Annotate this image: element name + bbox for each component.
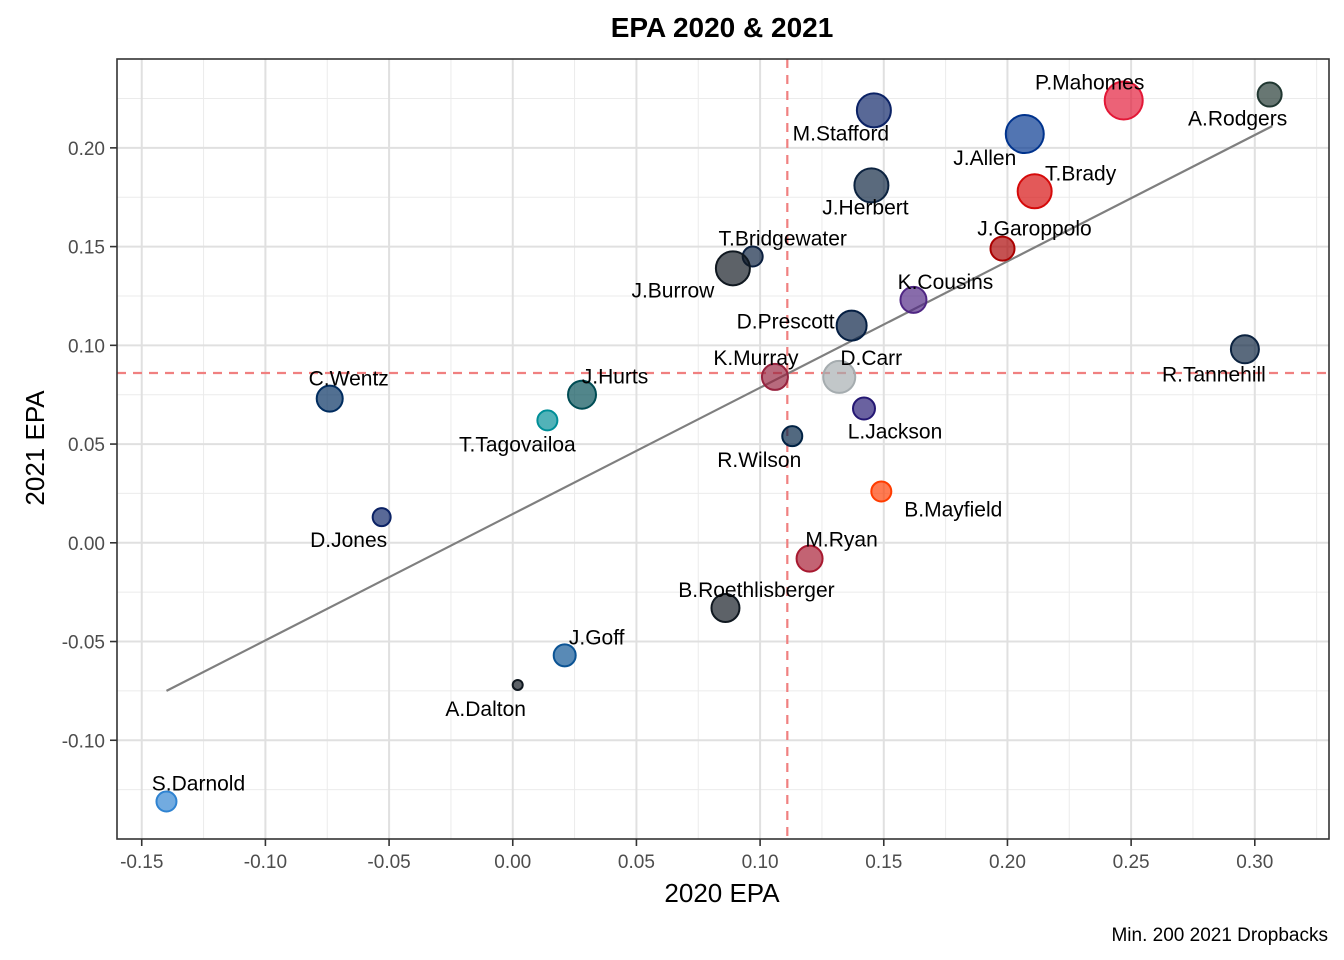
chart-title: EPA 2020 & 2021 (611, 12, 834, 43)
point-l-jackson (851, 396, 876, 421)
y-tick-label: 0.15 (68, 238, 105, 259)
x-axis-title: 2020 EPA (664, 878, 780, 908)
x-tick-label: 0.25 (1113, 852, 1150, 873)
point-d-prescott (835, 309, 868, 342)
point-r-wilson (781, 425, 804, 448)
point-b-mayfield (870, 480, 893, 503)
point-label: J.Goff (569, 626, 625, 649)
point-j-herbert (853, 167, 890, 204)
x-tick-label: 0.05 (618, 852, 655, 873)
point-label: M.Stafford (793, 122, 890, 145)
point-j-garoppolo (989, 235, 1016, 262)
point-c-wentz (315, 384, 344, 413)
point-d-jones (371, 507, 392, 528)
point-k-cousins (899, 285, 928, 314)
point-label: D.Prescott (737, 311, 835, 334)
point-t-tagovailoa (536, 409, 559, 432)
x-tick-label: 0.30 (1236, 852, 1273, 873)
point-label: A.Dalton (445, 698, 526, 721)
point-label: J.Garoppolo (977, 218, 1091, 241)
point-label: L.Jackson (848, 421, 943, 444)
panel-background (117, 59, 1329, 839)
y-tick-label: -0.10 (62, 731, 105, 752)
point-m-ryan (795, 544, 824, 573)
point-k-murray (760, 362, 789, 391)
point-label: T.Brady (1045, 162, 1117, 185)
point-j-goff (552, 643, 577, 668)
point-label: J.Burrow (631, 279, 715, 302)
point-d-carr (822, 359, 857, 394)
point-label: J.Herbert (822, 196, 909, 219)
point-a-rodgers (1256, 81, 1283, 108)
y-tick-label: 0.05 (68, 435, 105, 456)
point-label: R.Wilson (717, 449, 801, 472)
point-label: S.Darnold (152, 772, 245, 795)
point-m-stafford (855, 92, 892, 129)
x-tick-label: 0.15 (865, 852, 902, 873)
chart-caption: Min. 200 2021 Dropbacks (1111, 925, 1328, 946)
point-label: T.Tagovailoa (459, 433, 576, 456)
point-b-roethlisberger (710, 592, 741, 623)
point-label: K.Cousins (898, 271, 994, 294)
point-r-tannehill (1229, 334, 1260, 365)
point-a-dalton (511, 678, 524, 691)
point-label: B.Roethlisberger (678, 579, 834, 602)
y-axis-title: 2021 EPA (20, 390, 50, 506)
point-label: D.Jones (310, 529, 387, 552)
point-label: B.Mayfield (904, 498, 1002, 521)
y-tick-label: 0.20 (68, 139, 105, 160)
plot-panel: P.Mahomes A.Rodgers M.Stafford J.Allen T.Bra… (116, 58, 1330, 840)
point-label: T.Bridgewater (718, 227, 846, 250)
point-label: P.Mahomes (1035, 71, 1144, 94)
point-label: M.Ryan (805, 529, 877, 552)
point-j-burrow (714, 250, 751, 287)
point-s-darnold (155, 790, 178, 813)
point-j-hurts (567, 379, 598, 410)
y-tick-label: -0.05 (62, 633, 105, 654)
panel-border (116, 58, 1330, 840)
point-p-mahomes (1103, 80, 1144, 121)
point-label: K.Murray (713, 347, 799, 370)
x-tick-label: 0.00 (494, 852, 531, 873)
x-tick-label: -0.15 (120, 852, 163, 873)
point-j-allen (1004, 114, 1045, 155)
point-label: R.Tannehill (1162, 363, 1266, 386)
point-t-brady (1016, 173, 1053, 210)
x-tick-label: 0.20 (989, 852, 1026, 873)
point-label: C.Wentz (309, 368, 389, 391)
point-label: A.Rodgers (1188, 108, 1287, 131)
x-tick-label: -0.10 (244, 852, 287, 873)
x-tick-label: 0.10 (742, 852, 779, 873)
x-tick-label: -0.05 (367, 852, 410, 873)
point-label: D.Carr (840, 347, 902, 370)
point-label: J.Hurts (582, 366, 649, 389)
y-tick-label: 0.10 (68, 336, 105, 357)
y-tick-label: 0.00 (68, 534, 105, 555)
axes: -0.15 -0.10 -0.05 0.00 0.05 0.10 0.15 0.20 0.25 0… (62, 139, 1274, 873)
point-label: J.Allen (953, 147, 1016, 170)
trend-line (165, 125, 1273, 692)
